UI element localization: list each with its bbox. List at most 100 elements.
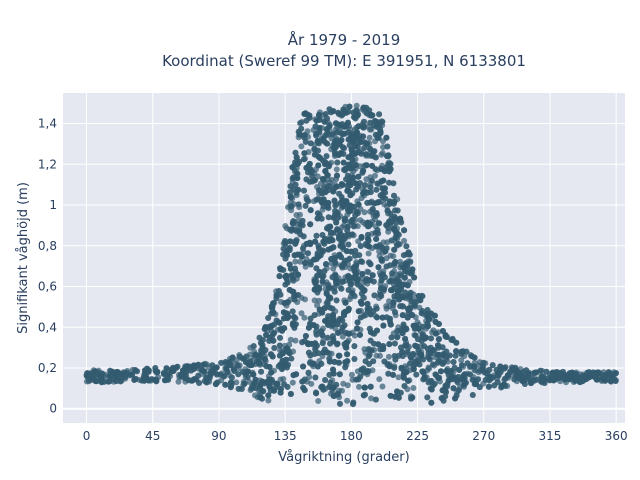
data-point <box>329 131 336 138</box>
data-point <box>452 395 459 402</box>
y-tick-label: 1,2 <box>38 157 57 171</box>
data-point <box>277 386 284 392</box>
data-point <box>223 365 230 372</box>
data-point <box>362 151 369 158</box>
data-point <box>344 351 351 358</box>
data-point <box>258 368 265 375</box>
data-point <box>391 364 398 371</box>
data-point <box>487 373 494 380</box>
data-point <box>311 278 318 285</box>
data-point <box>405 377 412 384</box>
data-point <box>302 333 309 339</box>
data-point <box>252 392 258 399</box>
data-point <box>181 366 188 373</box>
data-point <box>543 368 550 375</box>
data-point <box>342 309 349 316</box>
data-point <box>295 186 302 193</box>
data-point <box>357 243 364 249</box>
x-tick-label: 360 <box>605 429 628 443</box>
data-point <box>298 143 305 150</box>
data-point <box>326 383 333 390</box>
data-point <box>337 400 343 407</box>
data-point <box>479 366 486 373</box>
data-point <box>407 360 413 367</box>
data-point <box>325 131 332 138</box>
data-point <box>372 396 379 403</box>
data-point <box>403 243 410 250</box>
data-point <box>383 134 390 141</box>
data-point <box>287 336 294 343</box>
data-point <box>355 173 362 180</box>
data-point <box>377 129 384 136</box>
data-point <box>495 370 501 377</box>
data-point <box>450 359 457 365</box>
data-point <box>440 359 447 366</box>
data-point <box>316 297 322 304</box>
data-point <box>366 134 373 141</box>
data-point <box>369 206 376 213</box>
data-point <box>332 202 339 209</box>
data-point <box>371 292 378 299</box>
data-point <box>420 376 427 383</box>
y-axis-title: Signifikant våghöjd (m) <box>16 182 31 334</box>
data-point <box>367 184 374 191</box>
data-point <box>313 232 320 239</box>
data-point <box>213 364 220 371</box>
data-point <box>313 196 320 203</box>
data-point <box>289 164 296 171</box>
data-point <box>428 310 434 317</box>
data-point <box>420 323 426 330</box>
data-point <box>612 370 619 377</box>
data-point <box>399 312 406 319</box>
data-point <box>500 381 507 388</box>
data-point <box>368 395 375 402</box>
data-point <box>299 378 306 385</box>
data-point <box>349 164 356 171</box>
data-point <box>386 168 393 175</box>
data-point <box>428 335 434 342</box>
data-point <box>458 357 465 364</box>
data-point <box>391 198 398 205</box>
data-point <box>163 365 170 372</box>
data-point <box>311 256 317 263</box>
data-point <box>241 380 248 387</box>
data-point <box>301 187 307 194</box>
data-point <box>373 236 380 242</box>
data-point <box>439 344 446 351</box>
data-point <box>367 383 374 390</box>
data-point <box>238 386 245 392</box>
data-point <box>317 155 324 162</box>
data-point <box>378 256 385 263</box>
data-point <box>386 341 393 348</box>
data-point <box>230 366 237 373</box>
data-point <box>401 227 408 234</box>
data-point <box>359 271 366 277</box>
data-point <box>336 352 343 359</box>
data-point <box>367 329 374 336</box>
data-point <box>409 312 416 318</box>
data-point <box>413 360 420 367</box>
data-point <box>386 303 393 310</box>
data-point <box>259 349 266 356</box>
data-point <box>400 371 407 378</box>
data-point <box>282 223 289 229</box>
y-tick-label: 0,4 <box>38 320 57 334</box>
data-point <box>367 277 373 283</box>
data-point <box>334 210 341 217</box>
data-point <box>302 138 309 145</box>
data-point <box>307 315 314 322</box>
data-point <box>315 138 322 145</box>
data-point <box>354 319 361 326</box>
data-point <box>250 343 257 350</box>
data-point <box>91 375 98 382</box>
data-point <box>346 103 353 110</box>
data-point <box>350 223 357 230</box>
data-point <box>401 237 408 244</box>
data-point <box>287 189 293 196</box>
data-point <box>358 234 365 240</box>
data-point <box>591 372 598 379</box>
data-point <box>366 305 373 312</box>
data-point <box>362 182 368 189</box>
data-point <box>410 351 417 357</box>
data-point <box>270 330 277 337</box>
